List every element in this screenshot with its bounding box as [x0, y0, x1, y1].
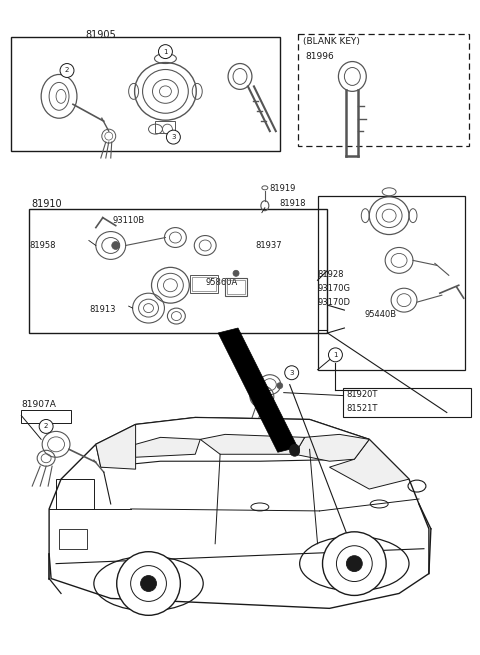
- Text: 81937: 81937: [255, 240, 282, 250]
- Circle shape: [39, 419, 53, 434]
- Polygon shape: [96, 424, 136, 469]
- Text: 95860A: 95860A: [205, 278, 238, 288]
- Circle shape: [347, 555, 362, 572]
- Text: 95440B: 95440B: [364, 310, 396, 319]
- Circle shape: [112, 242, 120, 250]
- Text: (BLANK KEY): (BLANK KEY): [302, 37, 360, 46]
- Text: 81913: 81913: [89, 305, 115, 314]
- Text: 81996: 81996: [306, 52, 335, 61]
- Bar: [227, 280, 245, 294]
- Circle shape: [60, 64, 74, 77]
- Polygon shape: [200, 434, 305, 455]
- Circle shape: [277, 383, 283, 388]
- Circle shape: [285, 365, 299, 380]
- Bar: [21, 409, 71, 423]
- Circle shape: [328, 348, 342, 362]
- Circle shape: [233, 271, 239, 276]
- Circle shape: [290, 446, 300, 457]
- Bar: [343, 388, 471, 417]
- Bar: [12, 37, 280, 151]
- Text: 3: 3: [171, 134, 176, 140]
- Polygon shape: [49, 417, 429, 608]
- Text: 81918: 81918: [280, 198, 306, 208]
- Text: 81910: 81910: [31, 198, 62, 209]
- Bar: [192, 277, 216, 291]
- Text: 81920T: 81920T: [347, 390, 378, 399]
- Text: 93110B: 93110B: [113, 215, 145, 225]
- Text: 81905: 81905: [85, 29, 116, 40]
- Text: 81521T: 81521T: [347, 403, 378, 413]
- Text: 2: 2: [44, 423, 48, 430]
- Polygon shape: [136, 438, 200, 457]
- Circle shape: [141, 576, 156, 591]
- Circle shape: [290, 444, 300, 455]
- Bar: [318, 196, 465, 370]
- Text: 3: 3: [289, 369, 294, 376]
- Text: 93170D: 93170D: [318, 298, 350, 307]
- Text: 81907A: 81907A: [21, 400, 56, 409]
- Bar: [225, 278, 247, 296]
- Bar: [298, 33, 468, 146]
- Circle shape: [117, 552, 180, 615]
- Text: 81958: 81958: [29, 240, 56, 250]
- Polygon shape: [329, 440, 409, 489]
- Text: 2: 2: [65, 67, 69, 73]
- Circle shape: [158, 45, 172, 58]
- Polygon shape: [96, 417, 369, 467]
- Bar: [56, 479, 94, 509]
- Bar: [59, 529, 87, 549]
- Circle shape: [323, 532, 386, 595]
- Text: 81919: 81919: [270, 184, 296, 193]
- Polygon shape: [295, 434, 369, 461]
- Bar: [156, 121, 175, 133]
- Text: 1: 1: [333, 352, 338, 358]
- Text: 81928: 81928: [318, 271, 344, 279]
- Bar: [29, 209, 327, 333]
- Text: 93170G: 93170G: [318, 284, 350, 293]
- Text: 1: 1: [163, 48, 168, 54]
- Bar: [190, 275, 218, 293]
- Polygon shape: [218, 328, 298, 452]
- Circle shape: [167, 130, 180, 144]
